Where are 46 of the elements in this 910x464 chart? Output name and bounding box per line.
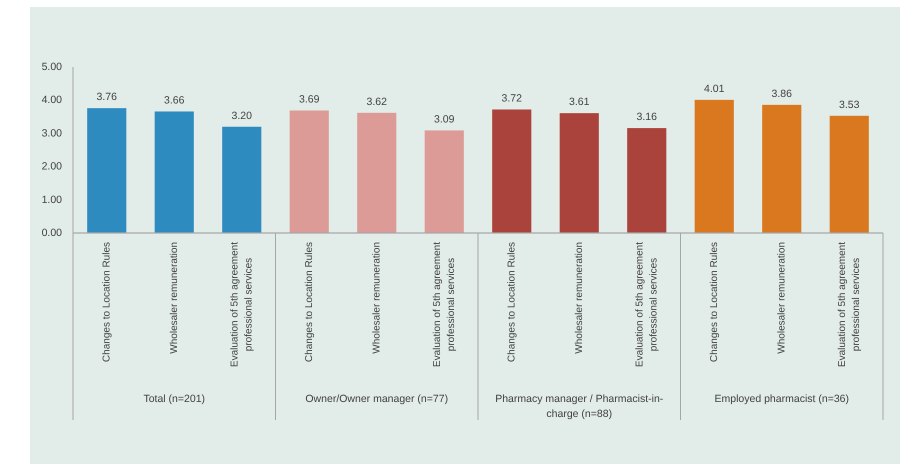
y-tick-label: 1.00 (42, 194, 62, 206)
text: Employed pharmacist (n=36) (714, 393, 850, 405)
data-label: 3.76 (96, 91, 118, 104)
y-tick-label: 4.00 (42, 94, 62, 106)
data-label: 3.61 (569, 96, 590, 108)
x-tick-label: Wholesaler remuneration (574, 242, 585, 354)
bar (222, 126, 262, 233)
data-label: 3.53 (839, 98, 860, 111)
data-label: 3.62 (366, 96, 388, 108)
bar (357, 112, 396, 233)
bar (560, 113, 599, 233)
data-label: 4.01 (704, 82, 725, 95)
x-tick-label: Evaluation of 5th agreement professional services (229, 242, 254, 368)
x-tick-label: Evaluation of 5th agreement professional services (836, 242, 862, 368)
bar (762, 104, 802, 233)
data-label: 3.69 (299, 93, 320, 106)
text: Pharmacy manager / Pharmacist-in-charge (n=88) (495, 393, 664, 420)
bar (492, 109, 532, 233)
x-tick-label: Wholesaler remuneration (776, 242, 788, 354)
data-label: 3.20 (232, 110, 252, 122)
x-tick-label: Wholesaler remuneration (168, 242, 180, 354)
x-tick-label: Changes to Location Rules (304, 242, 315, 362)
text: Total (n=201) (143, 393, 206, 405)
x-tick-label: Wholesaler remuneration (371, 242, 382, 354)
x-tick-label: Evaluation of 5th agreement professional services (432, 242, 457, 368)
data-label: 3.72 (502, 92, 522, 104)
text: Owner/Owner manager (n=77) (305, 393, 448, 405)
bar (830, 116, 869, 233)
bar (627, 128, 666, 233)
y-tick-label: 2.00 (42, 160, 62, 173)
data-label: 3.66 (164, 94, 185, 106)
bar (87, 108, 126, 233)
data-label: 3.09 (434, 113, 455, 126)
y-tick-label: 3.00 (42, 127, 62, 140)
data-label: 3.16 (636, 111, 658, 124)
x-tick-label: Changes to Location Rules (506, 242, 518, 362)
bar (154, 111, 194, 233)
bar (424, 130, 464, 233)
y-tick-label: 5.00 (42, 61, 62, 73)
x-tick-label: Evaluation of 5th agreement professional services (634, 242, 660, 368)
x-tick-label: Changes to Location Rules (708, 242, 720, 362)
x-tick-label: Changes to Location Rules (101, 242, 112, 362)
y-tick-label: 0.00 (42, 227, 62, 239)
bar (290, 110, 329, 233)
data-label: 3.86 (772, 88, 792, 100)
bar (694, 100, 734, 233)
